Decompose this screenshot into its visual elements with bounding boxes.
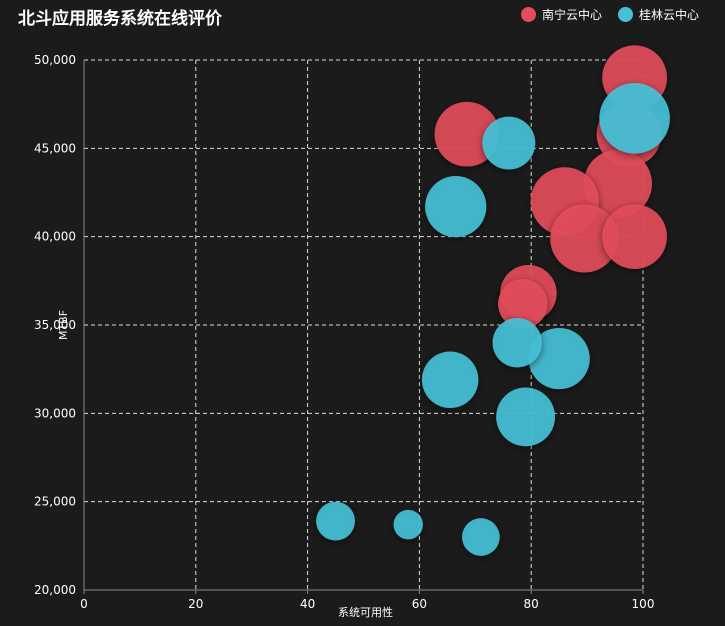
x-tick-label: 20 bbox=[188, 597, 203, 611]
x-tick-label: 100 bbox=[632, 597, 655, 611]
bubble-guilin[interactable] bbox=[482, 116, 536, 170]
x-tick-label: 80 bbox=[524, 597, 539, 611]
axes: 0 20 40 60 80 100 20,000 25,000 30,000 35,000 40,0… bbox=[34, 53, 654, 611]
bubble-nanning[interactable] bbox=[583, 149, 652, 218]
bubble-guilin[interactable] bbox=[496, 387, 556, 447]
bubble-nanning[interactable] bbox=[498, 279, 548, 329]
bubbles bbox=[316, 45, 670, 556]
x-axis-label: 系统可用性 bbox=[338, 605, 393, 619]
legend: 南宁云中心 桂林云中心 bbox=[520, 6, 699, 23]
y-tick-label: 30,000 bbox=[34, 406, 76, 420]
bubble-guilin[interactable] bbox=[421, 351, 479, 409]
legend-swatch-guilin bbox=[617, 7, 633, 22]
bubble-guilin[interactable] bbox=[462, 518, 500, 556]
bubble-guilin[interactable] bbox=[528, 327, 590, 390]
legend-item-nanning[interactable]: 南宁云中心 bbox=[520, 6, 602, 23]
y-tick-label: 45,000 bbox=[34, 141, 76, 155]
bubble-nanning[interactable] bbox=[434, 101, 500, 167]
y-tick-label: 25,000 bbox=[34, 495, 76, 509]
y-tick-label: 35,000 bbox=[34, 318, 76, 332]
legend-label-nanning: 南宁云中心 bbox=[541, 8, 602, 22]
chart-title: 北斗应用服务系统在线评价 bbox=[18, 9, 222, 29]
y-tick-label: 20,000 bbox=[34, 583, 76, 597]
bubble-nanning[interactable] bbox=[550, 204, 619, 273]
y-tick-label: 40,000 bbox=[34, 230, 76, 244]
bubble-guilin[interactable] bbox=[599, 83, 670, 154]
legend-swatch-nanning bbox=[520, 7, 536, 22]
x-tick-label: 0 bbox=[80, 597, 88, 611]
legend-label-guilin: 桂林云中心 bbox=[638, 8, 699, 22]
bubble-nanning[interactable] bbox=[602, 204, 667, 270]
y-axis-label: MTBF bbox=[57, 310, 70, 340]
x-tick-label: 60 bbox=[412, 597, 427, 611]
bubble-guilin[interactable] bbox=[393, 509, 423, 540]
x-tick-label: 40 bbox=[300, 597, 315, 611]
bubble-guilin[interactable] bbox=[316, 501, 355, 541]
grid bbox=[84, 59, 644, 590]
legend-item-guilin[interactable]: 桂林云中心 bbox=[617, 6, 699, 23]
y-tick-label: 50,000 bbox=[34, 53, 76, 67]
bubble-guilin[interactable] bbox=[425, 176, 487, 238]
bubble-guilin[interactable] bbox=[492, 317, 542, 368]
